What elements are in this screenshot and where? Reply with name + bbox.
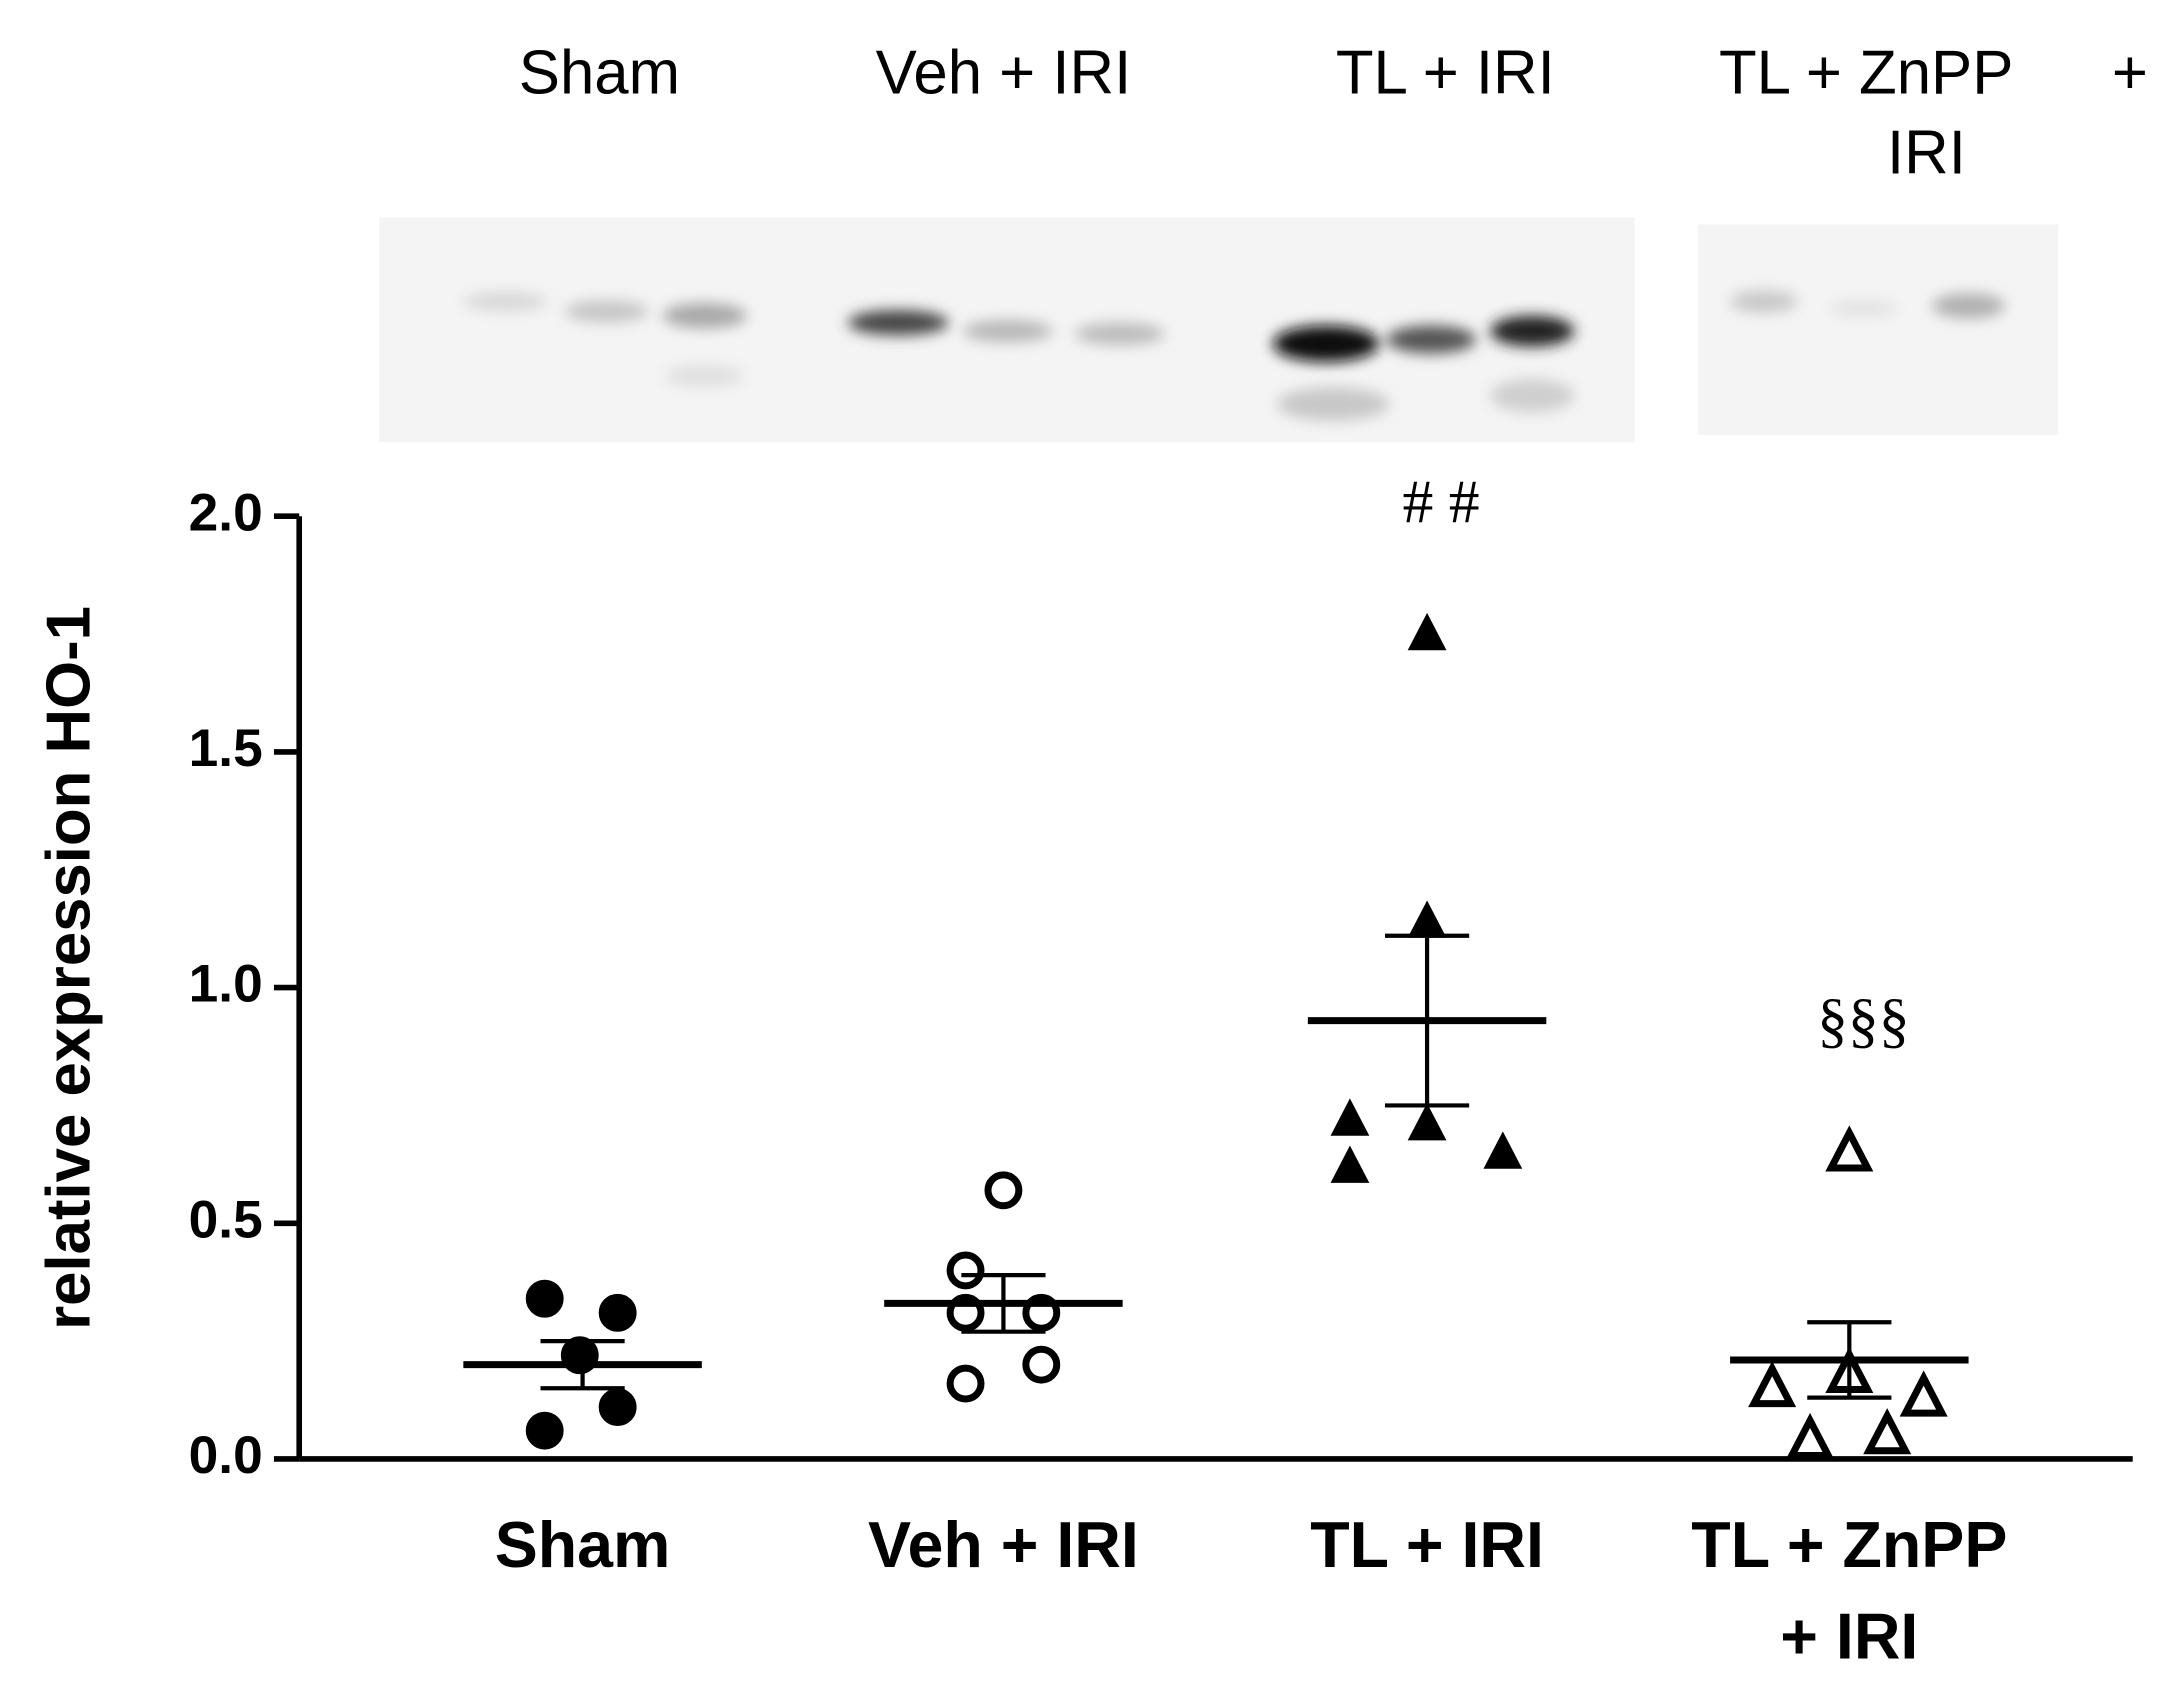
blot-label: Sham	[519, 38, 680, 107]
blot-panel	[1697, 224, 2059, 435]
data-point	[1786, 1412, 1835, 1460]
y-tick-label: 1.5	[189, 719, 263, 778]
x-tick-label: Veh + IRI	[868, 1509, 1139, 1581]
data-point	[598, 1388, 637, 1427]
data-point	[946, 1364, 985, 1403]
y-axis-label: relative expression HO-1	[35, 606, 104, 1330]
y-tick-label: 2.0	[189, 483, 263, 542]
blot-label: TL + ZnPP	[1719, 38, 2013, 107]
blot-label: TL + IRI	[1336, 38, 1555, 107]
data-point	[1022, 1345, 1061, 1384]
data-point	[598, 1293, 637, 1332]
y-tick-label: 0.0	[189, 1426, 263, 1485]
data-point	[1863, 1408, 1912, 1455]
data-point	[525, 1279, 564, 1318]
data-point	[984, 1171, 1023, 1210]
blot-label: +	[2112, 38, 2148, 107]
data-point	[1407, 612, 1447, 651]
plot: 0.0 0.5 1.0 1.5 2.0 Sham Veh + IRI TL + IRI # # T…	[189, 468, 2133, 1672]
y-tick-label: 1.0	[189, 955, 263, 1014]
data-point	[946, 1251, 985, 1290]
x-tick-label: + IRI	[1780, 1600, 1918, 1672]
data-point	[1407, 900, 1447, 938]
x-tick-label: Sham	[495, 1509, 671, 1581]
data-point	[1748, 1360, 1797, 1408]
data-point	[1899, 1370, 1948, 1417]
data-point	[1330, 1098, 1370, 1136]
western-blot	[379, 217, 2059, 442]
blot-label: Veh + IRI	[876, 38, 1132, 107]
x-tick-label: TL + IRI	[1310, 1509, 1544, 1581]
annotation: §§§	[1817, 986, 1910, 1054]
data-point	[1825, 1125, 1874, 1172]
y-tick-label: 0.5	[189, 1190, 263, 1249]
data-point	[1330, 1145, 1370, 1183]
x-tick-label: TL + ZnPP	[1691, 1509, 2007, 1581]
bands	[463, 290, 2006, 421]
annotation: # #	[1403, 468, 1480, 536]
data-point	[1483, 1131, 1523, 1169]
blot-labels: Sham Veh + IRI TL + IRI TL + ZnPP + IRI	[519, 38, 2148, 187]
data-point	[525, 1411, 564, 1450]
blot-label: IRI	[1887, 118, 1966, 187]
data-point	[1407, 1103, 1447, 1141]
